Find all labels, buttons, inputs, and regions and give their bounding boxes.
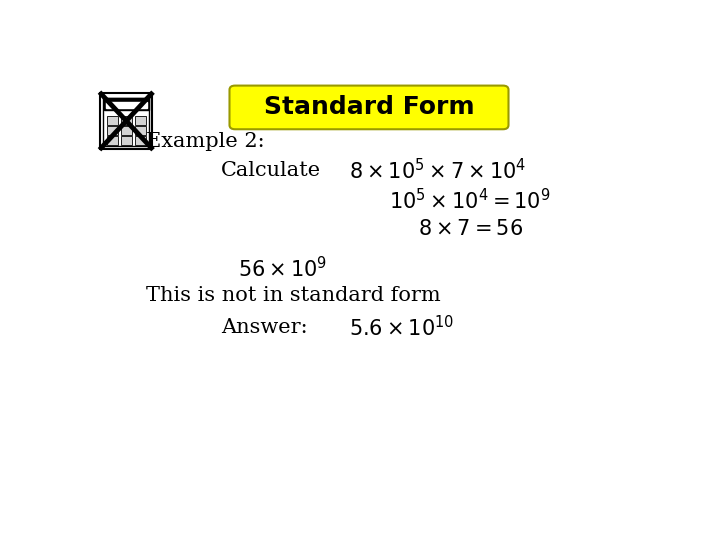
FancyBboxPatch shape — [230, 85, 508, 129]
Bar — [107, 116, 119, 125]
Bar — [135, 116, 146, 125]
Bar — [107, 126, 119, 134]
Text: $10^5\times10^4 = 10^9$: $10^5\times10^4 = 10^9$ — [389, 188, 550, 213]
Bar — [104, 98, 148, 110]
Text: $56 \times 10^9$: $56 \times 10^9$ — [238, 256, 327, 281]
Bar — [107, 136, 119, 145]
Bar — [121, 116, 132, 125]
Text: Example 2:: Example 2: — [145, 132, 264, 151]
Bar — [135, 126, 146, 134]
Bar — [121, 126, 132, 134]
Text: $8\times7 = 56$: $8\times7 = 56$ — [418, 219, 523, 239]
FancyBboxPatch shape — [100, 93, 153, 149]
Bar — [106, 102, 147, 107]
Text: $8 \times 10^5\times 7 \times 10^4$: $8 \times 10^5\times 7 \times 10^4$ — [349, 158, 527, 184]
Text: This is not in standard form: This is not in standard form — [145, 286, 441, 305]
Text: Standard Form: Standard Form — [264, 96, 474, 119]
Bar — [121, 136, 132, 145]
Text: Calculate: Calculate — [221, 161, 321, 180]
Text: Answer:: Answer: — [221, 318, 307, 337]
Bar — [135, 136, 146, 145]
Text: $5.6 \times 10^{10}$: $5.6 \times 10^{10}$ — [349, 315, 455, 340]
